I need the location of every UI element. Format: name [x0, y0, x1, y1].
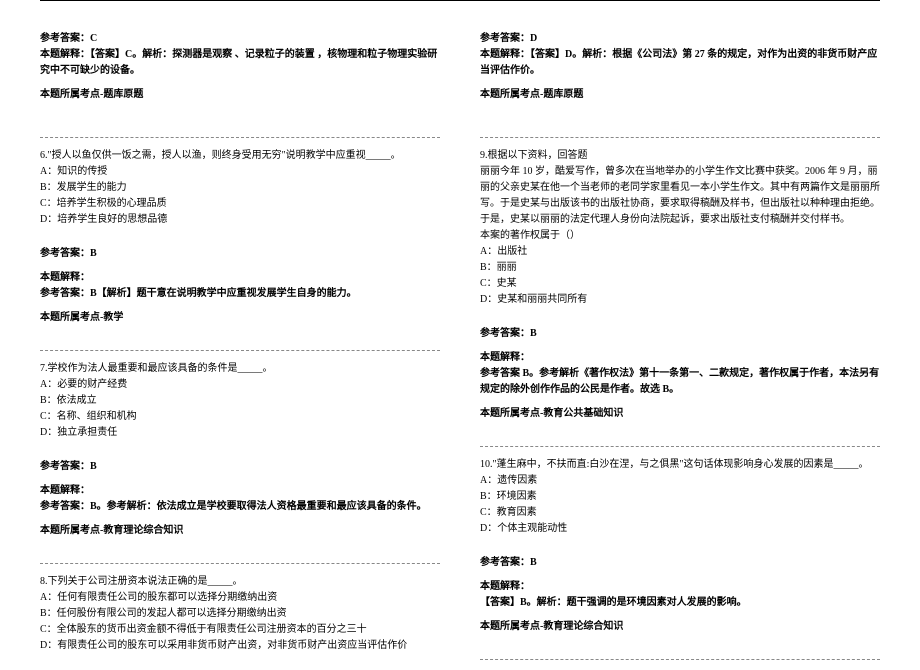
option-d: D：个体主观能动性	[480, 521, 880, 537]
option-a: A：必要的财产经费	[40, 377, 440, 393]
option-d: D：培养学生良好的思想品德	[40, 212, 440, 228]
explanation-text: 本题解释：【答案】D。解析：根据《公司法》第 27 条的规定，对作为出资的非货币…	[480, 47, 880, 79]
option-a: A：任何有限责任公司的股东都可以选择分期缴纳出资	[40, 590, 440, 606]
explanation-text: 参考答案：B。参考解析：依法成立是学校要取得法人资格最重要和最应该具备的条件。	[40, 499, 440, 515]
question-passage: 丽丽今年 10 岁，酷爱写作，曾多次在当地举办的小学生作文比赛中获奖。2006 …	[480, 164, 880, 228]
option-c: C：史某	[480, 276, 880, 292]
option-d: D：独立承担责任	[40, 425, 440, 441]
option-c: C：名称、组织和机构	[40, 409, 440, 425]
divider	[480, 137, 880, 138]
explanation-text: 本题解释：【答案】C。解析：探测器是观察 、记录粒子的装置 ，核物理和粒子物理实…	[40, 47, 440, 79]
explanation-text: 参考答案：B【解析】题干意在说明教学中应重视发展学生自身的能力。	[40, 286, 440, 302]
explanation-heading: 本题解释：	[480, 579, 880, 595]
explanation-text: 【答案】B。解析：题干强调的是环境因素对人发展的影响。	[480, 595, 880, 611]
option-a: A：出版社	[480, 244, 880, 260]
question-stem: 10."蓬生麻中，不扶而直:白沙在涅，与之俱黑"这句话体现影响身心发展的因素是_…	[480, 457, 880, 473]
divider	[480, 659, 880, 660]
question-stem: 6."授人以鱼仅供一饭之需，授人以渔，则终身受用无穷"说明教学中应重视_____…	[40, 148, 440, 164]
option-d: D：有限责任公司的股东可以采用非货币财产出资，对非货币财产出资应当评估作价	[40, 638, 440, 654]
option-a: A：知识的传授	[40, 164, 440, 180]
option-b: B：环境因素	[480, 489, 880, 505]
answer-label: 参考答案：D	[480, 31, 880, 47]
divider	[40, 137, 440, 138]
option-c: C：教育因素	[480, 505, 880, 521]
answer-label: 参考答案：B	[480, 555, 880, 571]
left-column: 参考答案：C 本题解释：【答案】C。解析：探测器是观察 、记录粒子的装置 ，核物…	[40, 31, 440, 670]
category-label: 本题所属考点-教育理论综合知识	[40, 523, 440, 539]
option-b: B：任何股份有限公司的发起人都可以选择分期缴纳出资	[40, 606, 440, 622]
option-b: B：依法成立	[40, 393, 440, 409]
option-a: A：遗传因素	[480, 473, 880, 489]
option-c: C：培养学生积极的心理品质	[40, 196, 440, 212]
option-b: B：发展学生的能力	[40, 180, 440, 196]
explanation-text: 参考答案 B。参考解析《著作权法》第十一条第一、二款规定，著作权属于作者，本法另…	[480, 366, 880, 398]
question-stem: 8.下列关于公司注册资本说法正确的是_____。	[40, 574, 440, 590]
question-stem: 7.学校作为法人最重要和最应该具备的条件是_____。	[40, 361, 440, 377]
answer-label: 参考答案：B	[40, 246, 440, 262]
divider	[40, 350, 440, 351]
category-label: 本题所属考点-教育理论综合知识	[480, 619, 880, 635]
top-horizontal-rule	[40, 0, 880, 1]
category-label: 本题所属考点-教育公共基础知识	[480, 406, 880, 422]
category-label: 本题所属考点-题库原题	[480, 87, 880, 103]
question-sub-stem: 本案的著作权属于（）	[480, 228, 880, 244]
category-label: 本题所属考点-教学	[40, 310, 440, 326]
answer-label: 参考答案：B	[480, 326, 880, 342]
explanation-heading: 本题解释：	[480, 350, 880, 366]
two-column-layout: 参考答案：C 本题解释：【答案】C。解析：探测器是观察 、记录粒子的装置 ，核物…	[40, 31, 880, 670]
explanation-heading: 本题解释：	[40, 483, 440, 499]
option-b: B：丽丽	[480, 260, 880, 276]
divider	[480, 446, 880, 447]
divider	[40, 563, 440, 564]
option-d: D：史某和丽丽共同所有	[480, 292, 880, 308]
right-column: 参考答案：D 本题解释：【答案】D。解析：根据《公司法》第 27 条的规定，对作…	[480, 31, 880, 670]
option-c: C：全体股东的货币出资金额不得低于有限责任公司注册资本的百分之三十	[40, 622, 440, 638]
explanation-heading: 本题解释：	[40, 270, 440, 286]
page-container: 参考答案：C 本题解释：【答案】C。解析：探测器是观察 、记录粒子的装置 ，核物…	[0, 0, 920, 651]
answer-label: 参考答案：C	[40, 31, 440, 47]
answer-label: 参考答案：B	[40, 459, 440, 475]
category-label: 本题所属考点-题库原题	[40, 87, 440, 103]
question-heading: 9.根据以下资料，回答题	[480, 148, 880, 164]
